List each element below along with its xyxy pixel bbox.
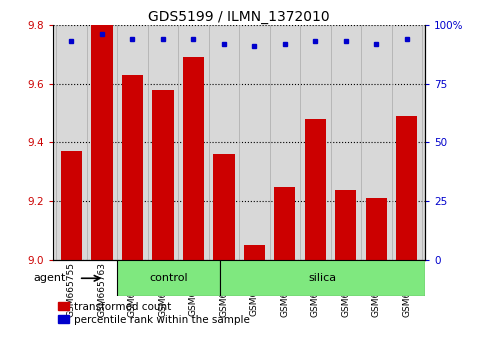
- Bar: [122, 75, 143, 260]
- Bar: [243, 245, 265, 260]
- Bar: [220, 260, 425, 296]
- Bar: [213, 154, 235, 260]
- Bar: [117, 260, 220, 296]
- Legend: transformed count, percentile rank within the sample: transformed count, percentile rank withi…: [58, 302, 250, 325]
- Bar: [152, 90, 173, 260]
- Bar: [335, 189, 356, 260]
- Bar: [91, 25, 113, 260]
- Bar: [274, 187, 296, 260]
- Bar: [183, 57, 204, 260]
- Bar: [61, 151, 82, 260]
- Text: silica: silica: [308, 273, 337, 283]
- Bar: [396, 116, 417, 260]
- Text: control: control: [149, 273, 188, 283]
- Text: agent: agent: [34, 273, 66, 283]
- Title: GDS5199 / ILMN_1372010: GDS5199 / ILMN_1372010: [148, 10, 330, 24]
- Bar: [366, 198, 387, 260]
- Bar: [305, 119, 326, 260]
